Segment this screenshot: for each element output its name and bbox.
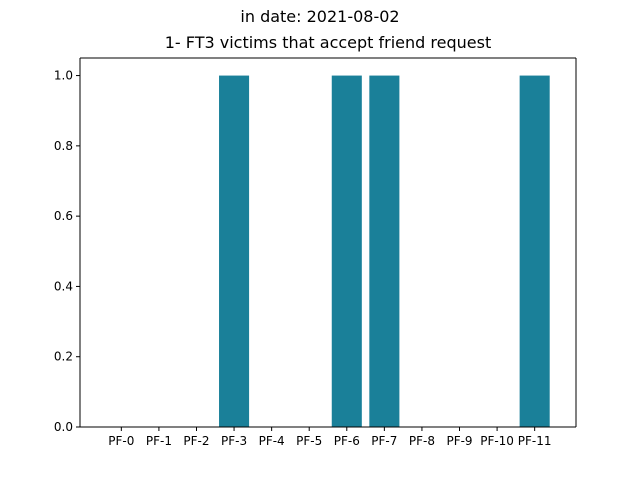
x-tick-label: PF-5 <box>296 434 322 448</box>
x-tick-label: PF-1 <box>146 434 172 448</box>
x-tick-label: PF-8 <box>409 434 435 448</box>
ticks-layer: PF-0 PF-1 PF-2 PF-3 PF-4 PF-5 PF-6 PF-7 PF-8 PF-9… <box>54 69 552 448</box>
x-tick-label: PF-4 <box>259 434 285 448</box>
x-tick-label: PF-2 <box>183 434 209 448</box>
y-tick-label: 0.6 <box>54 209 73 223</box>
axes-layer <box>79 57 577 428</box>
x-tick-label: PF-7 <box>371 434 397 448</box>
x-tick-label: PF-0 <box>108 434 134 448</box>
x-tick-label: PF-3 <box>221 434 247 448</box>
y-tick-label: 0.2 <box>54 350 73 364</box>
bar-PF-6 <box>331 75 362 428</box>
y-tick-label: 0.4 <box>54 279 73 293</box>
x-tick-label: PF-11 <box>518 434 552 448</box>
x-tick-label: PF-6 <box>334 434 360 448</box>
y-tick-label: 1.0 <box>54 69 73 83</box>
chart-title: 1- FT3 victims that accept friend reques… <box>164 33 492 52</box>
x-tick-label: PF-10 <box>480 434 514 448</box>
bar-PF-7 <box>369 75 400 428</box>
bar-PF-3 <box>219 75 250 428</box>
bar-PF-11 <box>519 75 550 428</box>
y-tick-label: 0.0 <box>54 420 73 434</box>
bars-layer <box>219 75 550 428</box>
y-tick-label: 0.8 <box>54 139 73 153</box>
x-tick-label: PF-9 <box>446 434 472 448</box>
chart-suptitle: in date: 2021-08-02 <box>240 7 400 26</box>
